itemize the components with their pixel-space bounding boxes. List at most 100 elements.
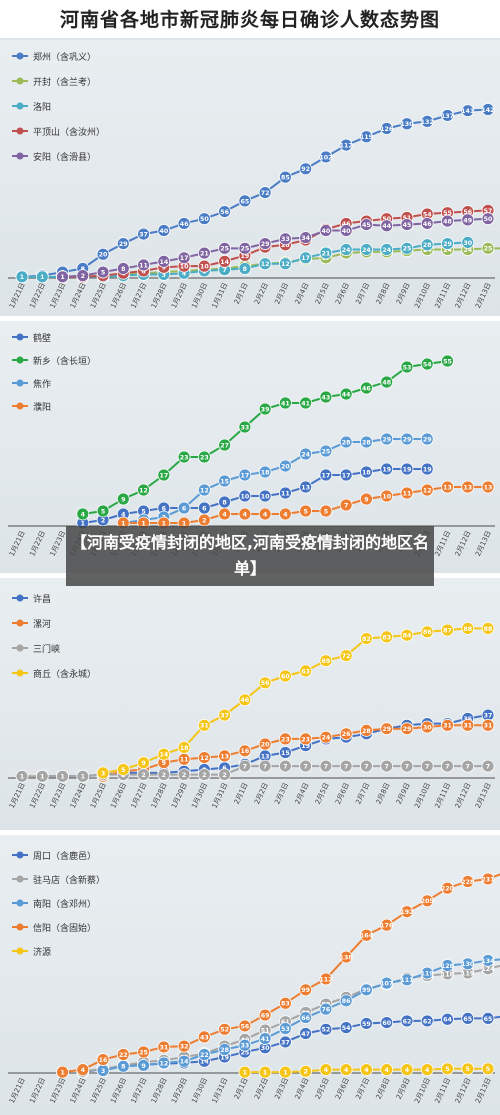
data-point (278, 1022, 292, 1035)
data-label: 24 (382, 247, 391, 254)
data-point (278, 669, 292, 683)
data-point (116, 492, 130, 506)
data-label: 56 (220, 209, 229, 216)
legend-marker (16, 923, 24, 931)
data-point (137, 258, 150, 272)
data-point (461, 875, 475, 888)
data-point (218, 254, 232, 268)
data-point (481, 103, 495, 116)
data-label: 18 (180, 745, 189, 752)
data-label: 2 (202, 772, 206, 779)
data-label: 47 (301, 1031, 310, 1038)
x-tick-label: 2月11日 (433, 281, 452, 309)
x-tick-label: 2月13日 (474, 529, 493, 557)
data-point (76, 269, 90, 283)
data-label: 28 (362, 439, 371, 446)
data-label: 33 (240, 1043, 249, 1050)
data-point (197, 1030, 211, 1044)
data-label: 9 (121, 496, 125, 503)
data-label: 6 (141, 268, 146, 275)
data-point (35, 769, 49, 783)
data-point (441, 759, 454, 773)
data-point (380, 243, 394, 256)
data-point (360, 465, 373, 479)
data-label: 28 (423, 242, 432, 249)
data-label: 5 (324, 508, 328, 515)
legend-label: 濮阳 (33, 401, 51, 413)
data-point (56, 1065, 69, 1079)
data-label: 12 (200, 487, 209, 494)
data-label: 12 (159, 1060, 168, 1067)
legend-marker (16, 669, 24, 677)
data-label: 24 (301, 451, 310, 458)
data-label: 21 (200, 250, 209, 257)
data-point (157, 1056, 171, 1070)
x-tick-label: 1月30日 (190, 781, 209, 809)
data-point (339, 224, 353, 237)
data-point (278, 1035, 292, 1049)
data-label: 19 (301, 743, 310, 750)
x-tick-label: 2月2日 (253, 781, 270, 805)
data-label: 17 (180, 255, 189, 262)
data-label: 59 (362, 1021, 371, 1028)
data-point (461, 480, 475, 494)
data-point (258, 402, 272, 416)
data-point (177, 1054, 191, 1068)
data-point (461, 759, 475, 773)
data-label: 62 (423, 1018, 432, 1025)
data-label: 2 (81, 273, 85, 280)
data-point (339, 950, 353, 964)
data-point (339, 649, 353, 662)
data-point (177, 501, 191, 515)
data-point (481, 241, 495, 255)
data-point (299, 732, 313, 746)
data-label: 87 (443, 628, 452, 635)
data-point (197, 768, 211, 782)
data-point (400, 628, 414, 642)
data-label: 19 (220, 1054, 229, 1061)
x-tick-label: 2月13日 (474, 781, 493, 809)
data-label: 1 (81, 774, 85, 781)
data-point (278, 1065, 292, 1079)
data-label: 15 (220, 478, 229, 485)
data-point (461, 622, 475, 635)
data-label: 21 (322, 250, 331, 257)
data-point (319, 1022, 333, 1036)
data-label: 99 (362, 987, 371, 994)
data-point (420, 625, 434, 639)
data-label: 28 (342, 439, 351, 446)
x-tick-label: 1月24日 (69, 781, 88, 809)
data-label: 40 (342, 228, 351, 235)
x-tick-label: 1月21日 (8, 781, 27, 809)
data-label: 29 (382, 726, 391, 733)
data-point (481, 212, 495, 226)
data-label: 23 (301, 736, 310, 743)
data-label: 41 (261, 1036, 270, 1043)
data-label: 27 (220, 442, 229, 449)
data-label: 25 (403, 246, 412, 253)
data-label: 119 (360, 134, 373, 141)
legend-label: 南阳（含邓州） (33, 898, 96, 910)
data-label: 13 (261, 753, 270, 760)
data-point (339, 994, 353, 1008)
x-tick-label: 1月21日 (8, 529, 27, 557)
data-label: 5 (445, 1066, 449, 1073)
data-label: 118 (441, 971, 454, 978)
data-label: 18 (362, 469, 371, 476)
data-label: 102 (319, 154, 332, 161)
data-label: 48 (443, 218, 452, 225)
x-tick-label: 2月12日 (454, 281, 473, 309)
data-label: 10 (261, 493, 270, 500)
data-point (441, 718, 454, 732)
data-point (360, 759, 373, 773)
data-label: 4 (344, 1067, 349, 1074)
x-tick-label: 1月27日 (130, 781, 149, 809)
data-point (420, 238, 434, 252)
data-label: 25 (484, 246, 493, 253)
data-label: 12 (261, 261, 270, 268)
data-point (177, 251, 191, 265)
data-point (299, 983, 313, 997)
data-point (400, 218, 414, 232)
data-point (360, 723, 373, 737)
data-point (360, 928, 373, 942)
